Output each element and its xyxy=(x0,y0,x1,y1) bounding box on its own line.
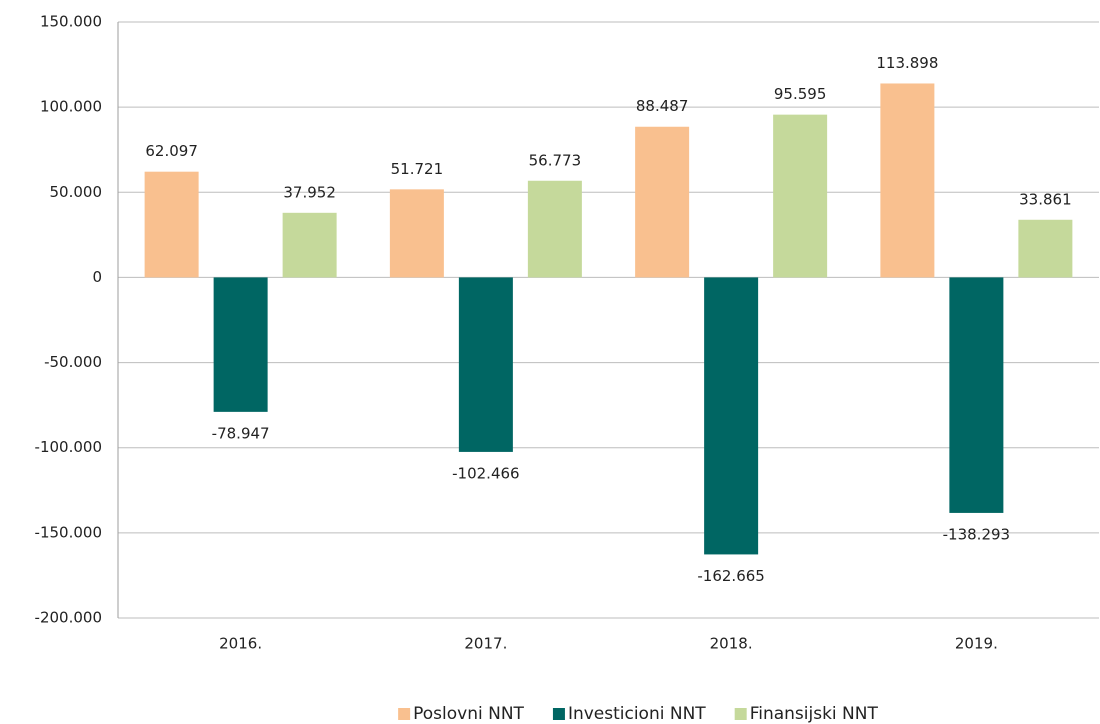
data-label: -78.947 xyxy=(212,424,270,442)
y-tick-label: 150.000 xyxy=(40,13,102,31)
y-tick-label: -150.000 xyxy=(35,523,102,541)
legend-swatch xyxy=(552,708,565,720)
data-label: 95.595 xyxy=(774,85,827,103)
y-tick-label: -100.000 xyxy=(35,438,102,456)
bar xyxy=(880,83,935,278)
bar xyxy=(527,180,582,278)
x-tick-label: 2017. xyxy=(464,635,507,653)
bar xyxy=(1018,219,1073,278)
y-tick-label: -50.000 xyxy=(44,353,102,371)
data-label: 33.861 xyxy=(1019,190,1072,208)
y-tick-label: 50.000 xyxy=(50,183,103,201)
data-label: 51.721 xyxy=(391,160,444,178)
legend-label: Finansijski NNT xyxy=(750,704,879,724)
data-label: -162.665 xyxy=(697,567,764,585)
bar xyxy=(635,126,690,278)
data-label: -102.466 xyxy=(452,464,519,482)
bar xyxy=(282,212,337,278)
y-tick-label: 100.000 xyxy=(40,98,102,116)
bar xyxy=(773,114,828,278)
bar xyxy=(389,189,444,278)
data-label: -138.293 xyxy=(943,525,1010,543)
x-tick-label: 2019. xyxy=(955,635,998,653)
data-label: 56.773 xyxy=(529,151,582,169)
bar xyxy=(144,171,199,278)
x-tick-label: 2016. xyxy=(219,635,262,653)
bar xyxy=(704,277,759,555)
legend-label: Investicioni NNT xyxy=(568,704,706,724)
legend-swatch xyxy=(734,708,747,720)
y-tick-label: -200.000 xyxy=(35,609,102,627)
data-label: 62.097 xyxy=(145,142,198,160)
y-tick-label: 0 xyxy=(92,268,102,286)
data-label: 37.952 xyxy=(283,183,336,201)
bar xyxy=(458,277,513,452)
legend-swatch xyxy=(398,708,411,720)
data-label: 88.487 xyxy=(636,97,689,115)
x-tick-label: 2018. xyxy=(710,635,753,653)
bar xyxy=(949,277,1004,513)
bar xyxy=(213,277,268,412)
data-label: 113.898 xyxy=(876,54,938,72)
legend-label: Poslovni NNT xyxy=(413,704,524,724)
